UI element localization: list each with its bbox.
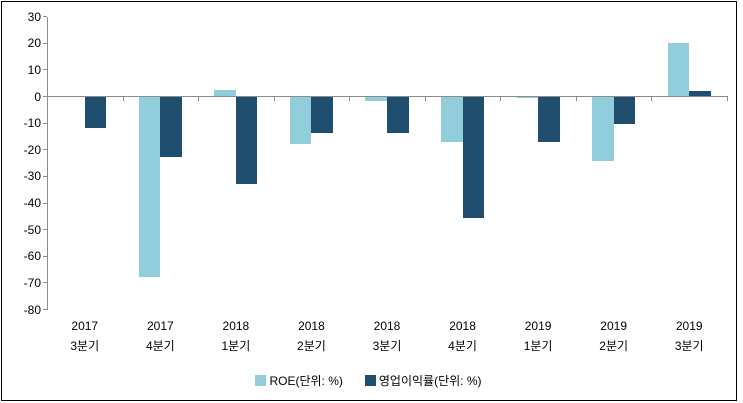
x-axis-label-quarter: 4분기 <box>448 339 477 353</box>
y-axis-tick <box>43 96 47 97</box>
bar-operating-margin <box>613 97 636 124</box>
y-axis-tick-label: -80 <box>23 302 41 317</box>
legend-swatch-roe <box>255 375 267 386</box>
bar-roe <box>214 89 236 97</box>
x-axis-label-year: 2019 <box>524 319 552 333</box>
bar-roe <box>592 97 614 161</box>
x-axis-label-year: 2019 <box>600 319 627 333</box>
legend-item-operating-margin: 영업이익률(단위: %) <box>364 372 482 389</box>
x-axis-label-year: 2018 <box>373 319 401 333</box>
y-axis-tick-label: -50 <box>23 222 41 237</box>
x-axis-label-quarter: 1분기 <box>523 339 553 353</box>
y-axis-line <box>47 16 48 310</box>
bar-operating-margin <box>689 91 711 97</box>
bar-roe <box>516 97 539 99</box>
x-axis-label-quarter: 2분기 <box>599 339 629 353</box>
legend-label-operating-margin: 영업이익률(단위: %) <box>378 374 482 388</box>
y-axis-tick-label: -30 <box>23 169 41 184</box>
legend: ROE(단위: %) 영업이익률(단위: %) <box>0 372 737 389</box>
y-axis-tick-label: 30 <box>27 9 41 24</box>
legend-item-roe: ROE(단위: %) <box>255 372 343 389</box>
x-axis-label-year: 2017 <box>71 319 99 333</box>
x-axis-tick <box>651 96 653 101</box>
y-axis-tick <box>43 42 47 44</box>
y-axis-tick <box>43 309 47 311</box>
y-axis-tick <box>43 149 47 151</box>
x-axis-label-quarter: 3분기 <box>70 339 100 353</box>
x-axis-label-quarter: 2분기 <box>297 339 326 353</box>
x-axis-zero-line <box>47 96 728 97</box>
legend-label-roe: ROE(단위: %) <box>269 374 343 388</box>
x-axis-tick <box>349 96 351 101</box>
legend-swatch-operating-margin <box>364 375 376 386</box>
y-axis-tick <box>43 69 47 71</box>
bar-roe <box>365 97 387 101</box>
x-axis-tick <box>500 96 502 101</box>
bar-operating-margin <box>235 97 258 184</box>
y-axis-tick-label: 20 <box>27 36 41 51</box>
x-axis-tick <box>122 96 124 101</box>
x-axis-label-year: 2018 <box>222 319 250 333</box>
x-axis-tick <box>47 96 48 101</box>
x-axis-tick <box>424 96 426 101</box>
y-axis-tick <box>43 255 47 257</box>
y-axis-tick <box>43 282 47 284</box>
x-axis-tick <box>575 96 577 101</box>
x-axis-label-quarter: 1분기 <box>221 339 251 353</box>
y-axis-tick-label: -40 <box>23 196 41 211</box>
bar-operating-margin <box>387 97 409 133</box>
x-axis-label-year: 2018 <box>449 319 476 333</box>
x-axis-label-quarter: 3분기 <box>674 339 704 353</box>
bar-roe <box>138 97 161 277</box>
x-axis-label-year: 2017 <box>146 319 174 333</box>
y-axis-tick <box>43 175 47 177</box>
x-axis-label-year: 2018 <box>298 319 325 333</box>
bar-roe <box>667 43 690 97</box>
bar-operating-margin <box>160 97 182 157</box>
y-axis-tick <box>43 202 47 204</box>
x-axis-label-year: 2019 <box>675 319 703 333</box>
y-axis-tick-label: -20 <box>23 142 41 157</box>
x-axis-tick <box>198 96 200 101</box>
x-axis-tick <box>727 96 728 101</box>
bar-roe <box>440 97 463 143</box>
bar-operating-margin <box>538 97 560 143</box>
bar-operating-margin <box>84 97 107 128</box>
x-axis-label-quarter: 4분기 <box>145 339 175 353</box>
y-axis-tick-label: 0 <box>34 89 41 104</box>
y-axis-tick <box>43 229 47 231</box>
x-axis-tick <box>273 96 275 101</box>
y-axis-tick-label: -10 <box>23 116 41 131</box>
y-axis-tick <box>43 122 47 124</box>
bar-roe <box>289 97 312 144</box>
y-axis-tick-label: 10 <box>27 62 41 77</box>
y-axis-tick <box>43 16 47 18</box>
bar-operating-margin <box>311 97 334 133</box>
bar-operating-margin <box>462 97 485 219</box>
x-axis-label-quarter: 3분기 <box>372 339 402 353</box>
y-axis-tick-label: -60 <box>23 249 41 264</box>
y-axis-tick-label: -70 <box>23 275 41 290</box>
